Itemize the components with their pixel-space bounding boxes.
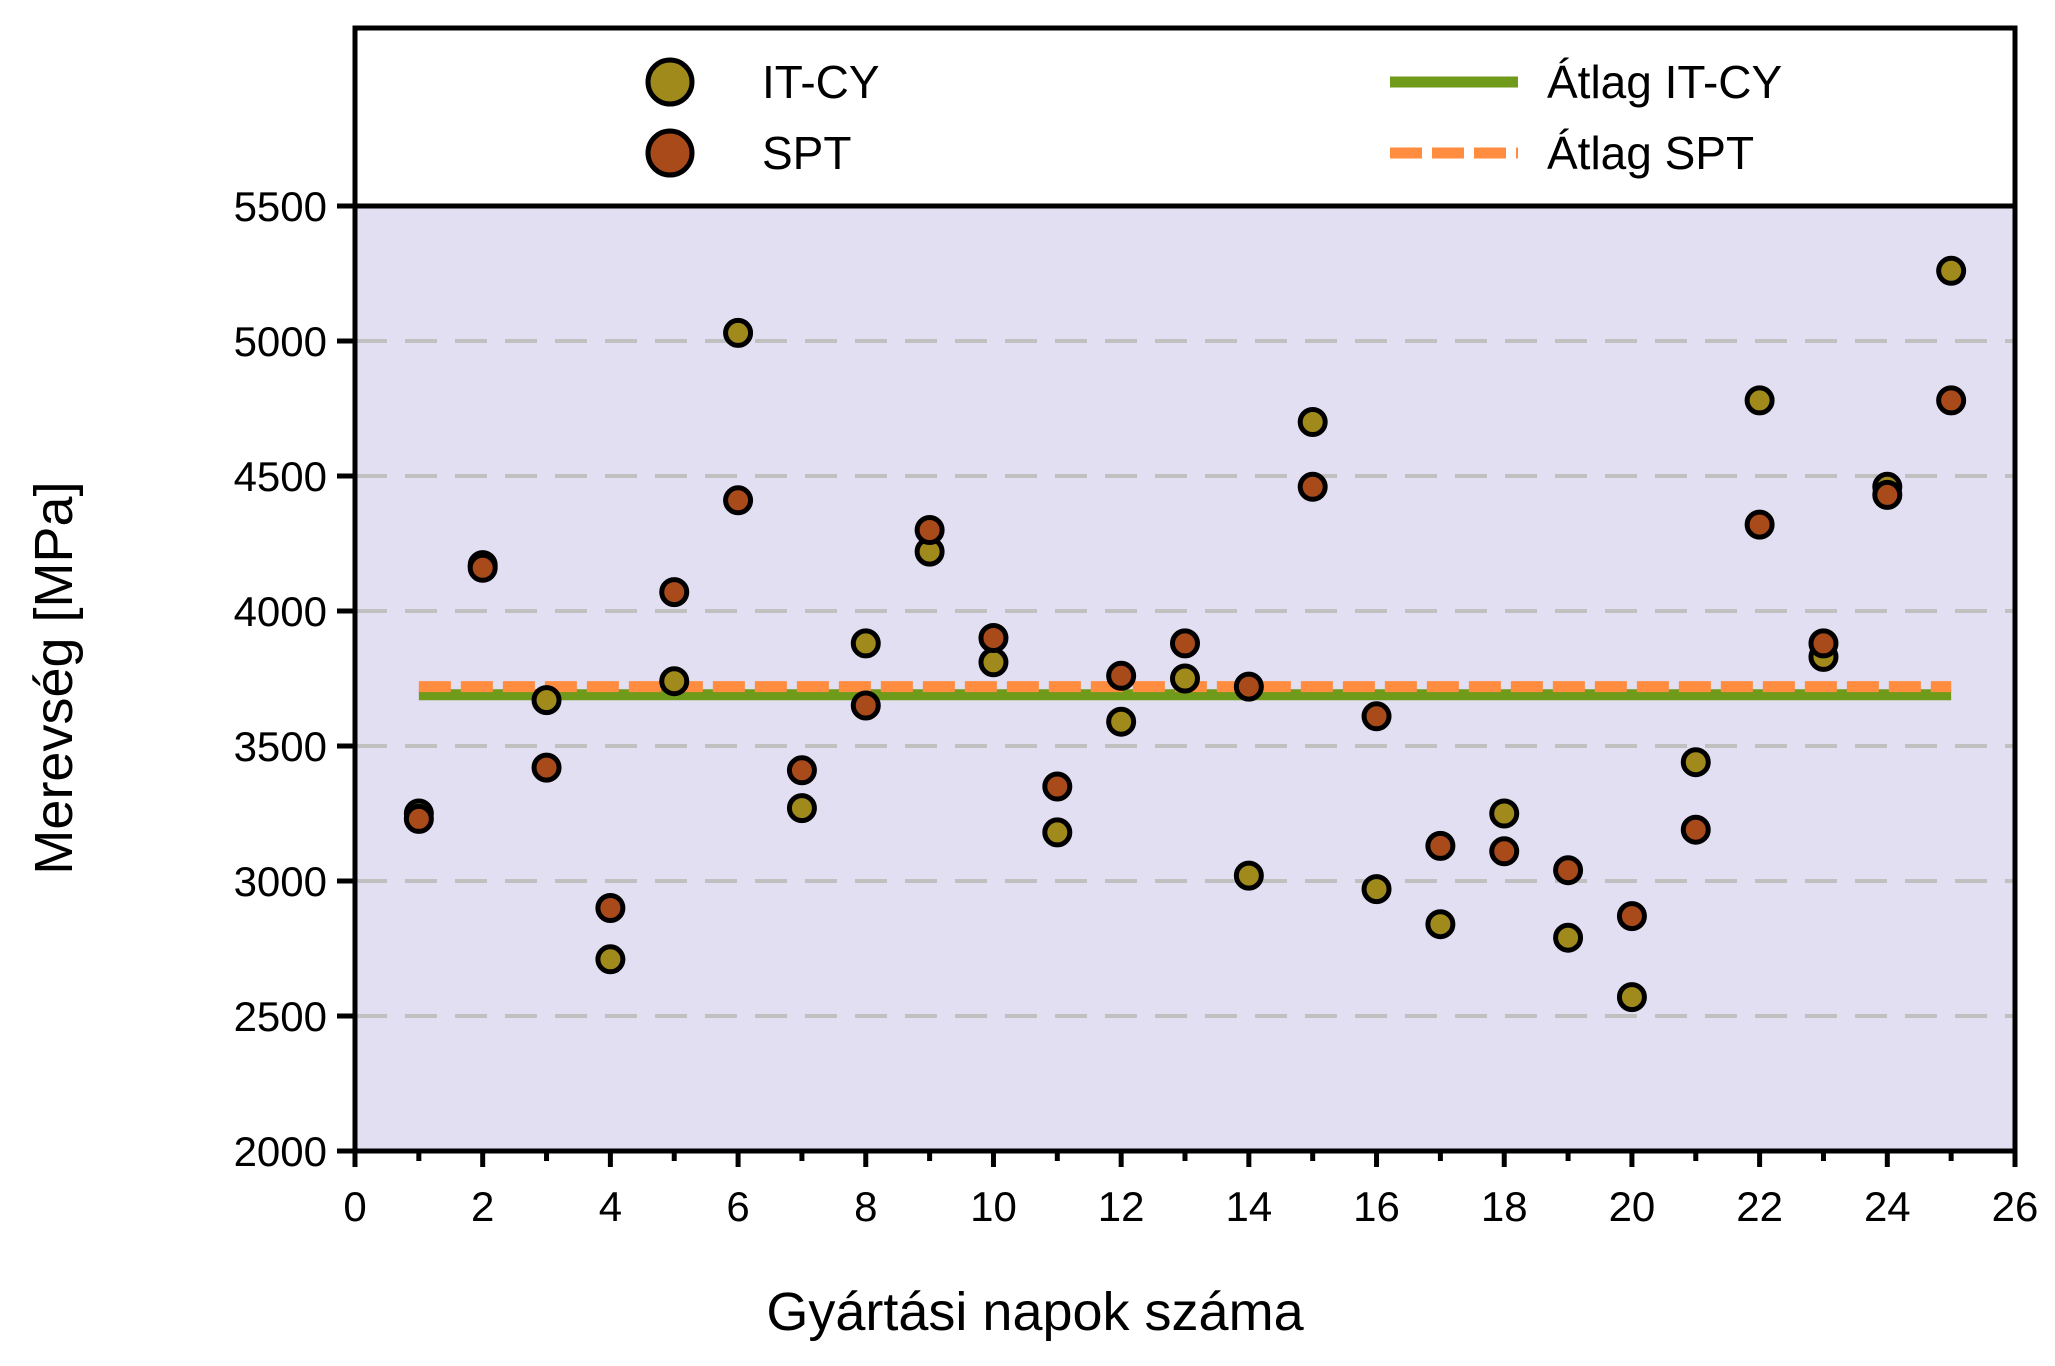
x-tick-label: 20 (1609, 1183, 1656, 1230)
legend-label-spt: SPT (762, 127, 851, 179)
data-point-spt (659, 577, 690, 608)
x-tick-label: 16 (1353, 1183, 1400, 1230)
legend-label-it-cy: IT-CY (762, 56, 880, 108)
x-tick-label: 26 (1992, 1183, 2039, 1230)
data-point-spt (467, 552, 498, 583)
data-point-spt (723, 485, 754, 516)
data-point-spt (1616, 901, 1647, 932)
data-point-spt (786, 755, 817, 786)
data-point-spt (1361, 701, 1392, 732)
y-tick-label: 2500 (234, 993, 327, 1040)
y-axis: 2000 2500 3000 3500 4000 4500 5000 5500 (234, 183, 355, 1175)
grid-lines (355, 339, 2015, 1018)
x-axis: 0 2 4 6 8 10 12 14 16 18 20 22 24 26 (343, 1151, 2038, 1230)
data-point-spt (1872, 479, 1903, 510)
data-point-it-cy (1361, 874, 1392, 905)
data-point-spt (914, 515, 945, 545)
data-point-it-cy (786, 793, 817, 824)
data-point-it-cy (850, 628, 881, 659)
y-tick-label: 3000 (234, 858, 327, 905)
x-tick-label: 22 (1736, 1183, 1783, 1230)
data-point-spt (1553, 855, 1584, 886)
legend-marker-it-cy (645, 57, 695, 107)
data-point-spt (595, 893, 626, 923)
data-point-it-cy (1106, 706, 1137, 737)
data-point-it-cy (595, 944, 626, 975)
y-axis-title: Merevség [MPa] (24, 481, 84, 874)
data-point-it-cy (1744, 385, 1775, 416)
data-point-it-cy (1042, 817, 1073, 848)
data-point-spt (531, 752, 562, 783)
data-point-spt (850, 690, 881, 721)
y-tick-label: 4500 (234, 453, 327, 500)
data-point-it-cy (1616, 982, 1647, 1013)
x-tick-label: 18 (1481, 1183, 1528, 1230)
legend: IT-CY SPT Átlag IT-CY Átlag SPT (645, 56, 1782, 179)
x-tick-label: 8 (854, 1183, 877, 1230)
data-point-it-cy (1425, 909, 1456, 940)
data-point-it-cy (531, 685, 562, 716)
legend-box (352, 25, 2018, 209)
legend-marker-spt (645, 128, 695, 178)
y-tick-label: 5500 (234, 183, 327, 230)
data-point-it-cy (1553, 922, 1584, 953)
y-tick-label: 3500 (234, 723, 327, 770)
x-axis-title: Gyártási napok száma (766, 1282, 1304, 1342)
data-point-it-cy (1489, 798, 1520, 829)
legend-label-avg-spt: Átlag SPT (1547, 127, 1754, 179)
data-point-spt (1680, 814, 1711, 845)
data-point-spt (978, 623, 1009, 653)
data-point-spt (1936, 385, 1967, 416)
data-point-it-cy (978, 647, 1009, 678)
data-point-spt (1297, 471, 1328, 502)
data-point-it-cy (1936, 255, 1967, 286)
x-tick-label: 6 (726, 1183, 749, 1230)
data-point-it-cy (1680, 747, 1711, 778)
data-point-spt (1042, 771, 1073, 802)
x-tick-label: 14 (1225, 1183, 1272, 1230)
y-tick-label: 4000 (234, 588, 327, 635)
x-tick-label: 10 (970, 1183, 1017, 1230)
y-tick-label: 5000 (234, 318, 327, 365)
x-tick-label: 2 (471, 1183, 494, 1230)
x-tick-label: 4 (599, 1183, 622, 1230)
data-point-it-cy (723, 317, 754, 348)
data-point-spt (1106, 660, 1137, 691)
y-tick-label: 2000 (234, 1128, 327, 1175)
data-point-it-cy (1233, 860, 1264, 891)
x-tick-label: 12 (1098, 1183, 1145, 1230)
data-point-spt (403, 803, 434, 834)
data-point-it-cy (1170, 663, 1200, 694)
data-point-it-cy (659, 666, 690, 697)
data-points (403, 255, 1967, 1013)
data-point-it-cy (1297, 407, 1328, 437)
data-point-spt (1170, 628, 1200, 659)
legend-label-avg-it-cy: Átlag IT-CY (1547, 56, 1782, 108)
data-point-spt (1744, 509, 1775, 540)
data-point-spt (1808, 628, 1839, 659)
x-tick-label: 0 (343, 1183, 366, 1230)
data-point-spt (1425, 830, 1456, 861)
data-point-spt (1489, 836, 1520, 867)
data-point-spt (1233, 671, 1264, 702)
x-tick-label: 24 (1864, 1183, 1911, 1230)
